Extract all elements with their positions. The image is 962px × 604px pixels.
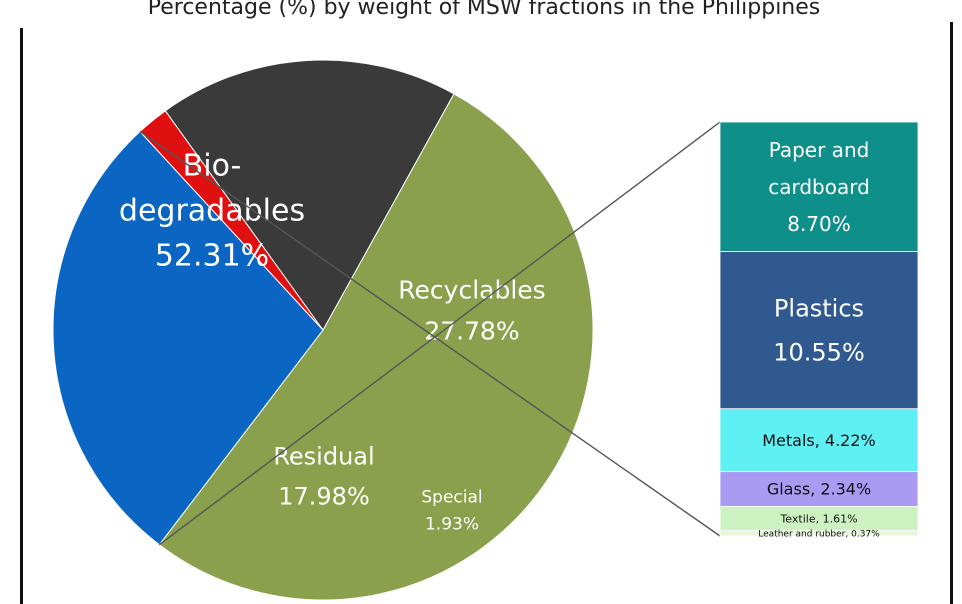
pie-label-bio-degradables-line-2: degradables [119,194,305,229]
pie-chart: Bio-degradables 52.31% Recyclables 27.78% Sp… [52,59,594,601]
left-frame-line [20,28,23,604]
breakdown-connectors [139,121,721,546]
bar-label-paper-and-cardboard-line-3: 8.70% [787,212,851,236]
pie-label-bio-degradables-line-3: 52.31% [155,239,269,274]
pie-slice-bio-degradables [158,93,594,601]
pie-label-bio-degradables-line-1: Bio- [183,149,242,184]
pie-label-recyclables-line-1: Recyclables [398,275,545,304]
pie-slice-recyclables [52,130,324,546]
bar-label-glass-line-1: Glass, 2.34% [767,480,871,499]
bar-segment-leather-and-rubber [719,530,919,537]
connector-line-top [158,121,721,546]
bar-label-textile-line-1: Textile, 1.61% [779,512,857,525]
bar-label-paper-and-cardboard-line-1: Paper and [769,138,870,162]
bar-segment-metals [719,408,919,473]
bar-segment-paper-and-cardboard [719,121,919,253]
bar-label-plastics-line-2: 10.55% [773,339,865,367]
bar-label-plastics-line-1: Plastics [774,295,864,323]
right-frame-line [950,22,953,604]
recyclables-breakdown-bar: Paper and cardboard 8.70% Plastics 10.55% Met… [719,121,919,539]
pie-label-special-line-1: Special [421,487,482,507]
pie-label-special-line-2: 1.93% [425,514,479,534]
connector-line-bottom [139,130,721,537]
chart-title: Percentage (%) by weight of MSW fraction… [148,0,821,20]
bar-segment-glass [719,471,919,507]
bar-segment-plastics [719,251,919,410]
bar-label-metals-line-1: Metals, 4.22% [762,431,876,450]
pie-label-recyclables-line-2: 27.78% [424,316,519,345]
pie-slice-residual [164,59,455,331]
bar-label-leather-and-rubber-line-1: Leather and rubber, 0.37% [758,529,880,539]
pie-label-residual-line-2: 17.98% [278,482,370,510]
pie-label-residual-line-1: Residual [273,442,374,470]
bar-label-paper-and-cardboard-line-2: cardboard [768,175,870,199]
